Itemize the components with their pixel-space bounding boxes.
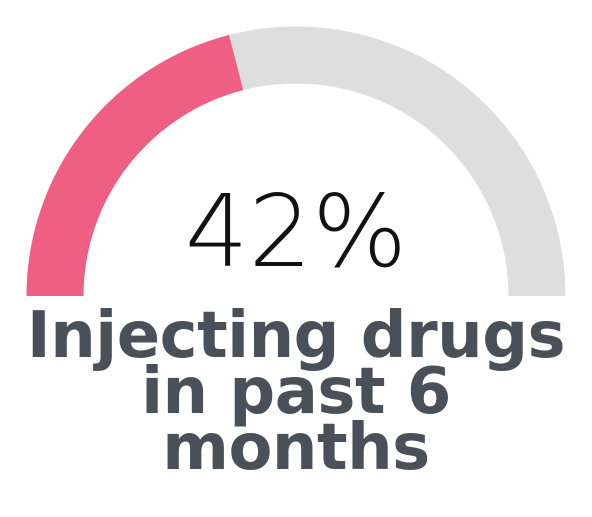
gauge-value-arc — [26, 34, 244, 297]
gauge-value-label: 42% — [185, 173, 407, 290]
gauge-title: Injecting drugs in past 6 months — [26, 299, 566, 485]
